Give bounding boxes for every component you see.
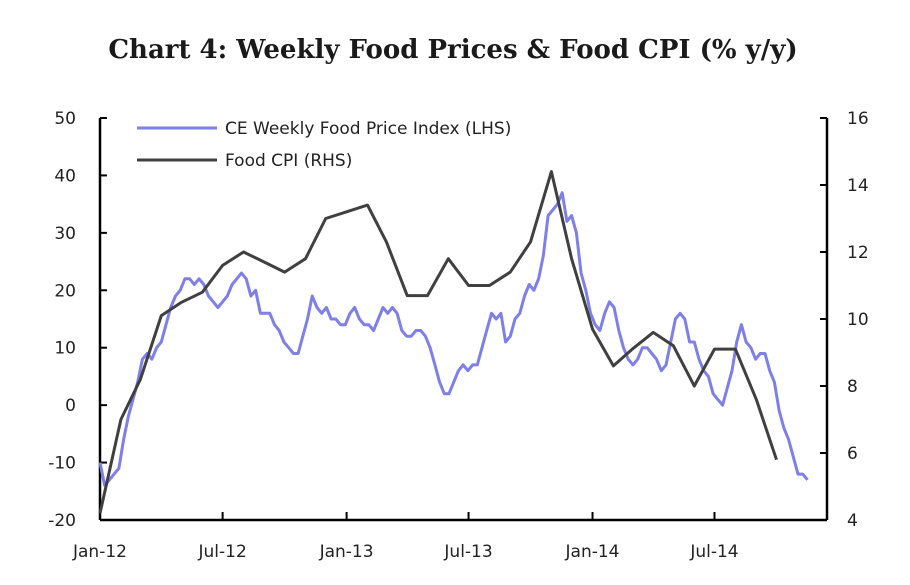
right-tick-label: 16 [847,109,869,129]
series-line-weekly-food-price-index [98,191,809,487]
left-tick-label: 10 [54,339,76,359]
left-tick-label: 30 [54,224,76,244]
right-tick-label: 6 [847,444,858,464]
legend: CE Weekly Food Price Index (LHS) Food CP… [137,119,511,171]
chart-title: Chart 4: Weekly Food Prices & Food CPI (… [108,35,797,65]
right-tick-label: 8 [847,377,858,397]
legend-label-food-cpi: Food CPI (RHS) [225,151,352,171]
right-axis-ticks: 4 6 8 10 12 14 16 [820,109,869,531]
series-line-food-cpi [98,170,778,514]
x-tick-label: Jul-13 [443,542,492,562]
left-tick-label: 50 [54,109,76,129]
x-tick-label: Jul-14 [689,542,738,562]
right-tick-label: 14 [847,176,869,196]
x-tick-label: Jul-12 [197,542,246,562]
x-tick-label: Jan-12 [72,542,127,562]
left-axis-ticks: -20 -10 0 10 20 30 40 50 [48,109,107,531]
left-tick-label: 40 [54,166,76,186]
x-tick-label: Jan-14 [565,542,620,562]
right-tick-label: 4 [847,511,858,531]
left-tick-label: 20 [54,281,76,301]
legend-label-weekly-food-price-index: CE Weekly Food Price Index (LHS) [225,119,511,139]
right-tick-label: 10 [847,310,869,330]
left-tick-label: -10 [48,454,76,474]
x-tick-label: Jan-13 [319,542,374,562]
left-tick-label: -20 [48,511,76,531]
right-tick-label: 12 [847,243,869,263]
left-tick-label: 0 [65,396,76,416]
